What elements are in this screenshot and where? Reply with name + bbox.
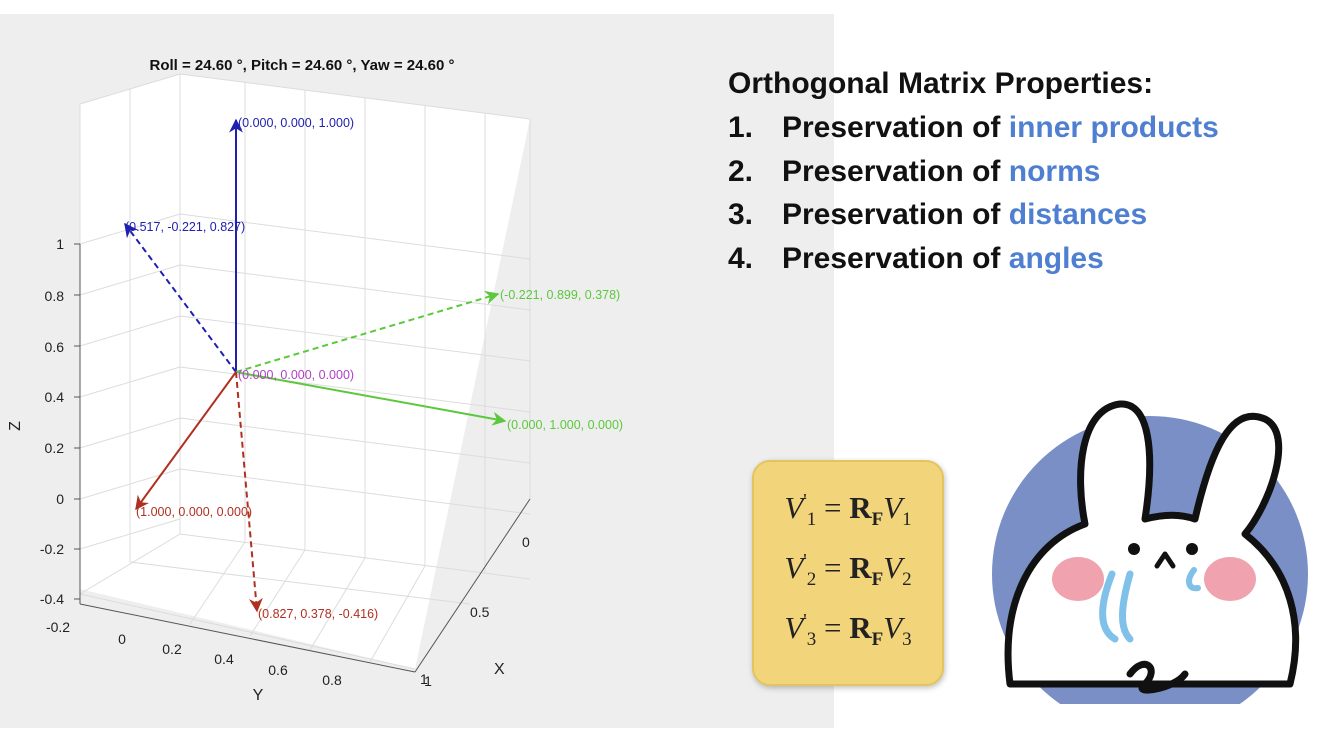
vector-label: (-0.221, 0.899, 0.378) xyxy=(500,288,620,302)
z-tick-label: 0.4 xyxy=(45,389,65,405)
z-tick-label: 0 xyxy=(56,491,64,507)
equation-row-1: V'1 = RFV1 xyxy=(784,490,912,531)
z-tick-label: 1 xyxy=(56,236,64,252)
x-tick-label: 0.5 xyxy=(470,604,490,620)
vector-label: (1.000, 0.000, 0.000) xyxy=(136,505,252,519)
z-tick-label: -0.4 xyxy=(40,591,64,607)
property-text: Preservation of xyxy=(782,198,1001,231)
vector-label: (0.000, 0.000, 1.000) xyxy=(238,116,354,130)
property-number: 1. xyxy=(728,111,754,144)
properties-list: Orthogonal Matrix Properties: 1. Preserva… xyxy=(728,62,1318,280)
y-tick-label: 0.4 xyxy=(214,651,234,667)
origin-label: (0.000, 0.000, 0.000) xyxy=(238,368,354,382)
x-tick-labels: 0 0.5 1 xyxy=(420,534,530,687)
property-number: 4. xyxy=(728,241,754,275)
y-axis-label: Y xyxy=(253,687,264,704)
property-text: Preservation of xyxy=(782,154,1001,188)
z-axis-label: Z xyxy=(7,421,24,431)
y-tick-label: 1 xyxy=(424,673,432,689)
crying-bunny-sticker xyxy=(992,400,1308,704)
property-item: 3. Preservation of distances xyxy=(728,193,1318,237)
property-number: 3. xyxy=(728,198,754,231)
property-highlight: inner products xyxy=(1008,111,1219,144)
vector-label: (0.827, 0.378, -0.416) xyxy=(258,607,378,621)
figure-panel: Roll = 24.60 °, Pitch = 24.60 °, Yaw = 2… xyxy=(0,14,834,728)
property-item: 1. Preservation of inner products xyxy=(728,106,1318,150)
y-tick-labels: -0.2 0 0.2 0.4 0.6 0.8 1 xyxy=(46,619,432,689)
plot-title: Roll = 24.60 °, Pitch = 24.60 °, Yaw = 2… xyxy=(150,57,455,74)
y-tick-label: 0.6 xyxy=(268,662,288,678)
vector-y-original xyxy=(235,371,507,426)
property-highlight: norms xyxy=(1008,154,1101,188)
z-tick-label: 0.2 xyxy=(45,440,65,456)
vector-label: (0.517, -0.221, 0.827) xyxy=(125,220,245,234)
x-tick-label: 1 xyxy=(420,671,428,687)
x-tick-label: 0 xyxy=(522,534,530,550)
vector-x-original xyxy=(135,371,237,511)
property-item: 4. Preservation of angles xyxy=(728,237,1318,281)
equation-card: V'1 = RFV1 V'2 = RFV2 V'3 = RFV3 xyxy=(752,460,944,686)
x-axis-label: X xyxy=(494,661,505,678)
property-item: 2. Preservation of norms xyxy=(728,150,1318,194)
vector-z-rotated xyxy=(124,222,237,373)
property-highlight: distances xyxy=(1008,198,1148,231)
vector-y-rotated xyxy=(235,290,500,373)
z-tick-labels: 1 0.8 0.6 0.4 0.2 0 -0.2 -0.4 xyxy=(40,236,64,607)
property-text: Preservation of xyxy=(782,241,1001,275)
property-highlight: angles xyxy=(1008,241,1104,275)
z-tick-label: 0.6 xyxy=(45,339,65,355)
y-tick-label: -0.2 xyxy=(46,619,70,635)
y-tick-label: 0.2 xyxy=(162,641,182,657)
equation-row-2: V'2 = RFV2 xyxy=(784,550,912,591)
properties-heading: Orthogonal Matrix Properties: xyxy=(728,67,1154,100)
plot-3d: Roll = 24.60 °, Pitch = 24.60 °, Yaw = 2… xyxy=(7,57,623,704)
y-tick-label: 0.8 xyxy=(322,672,342,688)
z-tick-label: 0.8 xyxy=(45,288,65,304)
y-tick-label: 0 xyxy=(118,631,126,647)
z-tick-label: -0.2 xyxy=(40,541,64,557)
property-text: Preservation of xyxy=(782,111,1001,144)
vectors xyxy=(124,118,507,613)
vector-labels: (0.000, 0.000, 1.000) (0.517, -0.221, 0.… xyxy=(125,116,623,621)
property-number: 2. xyxy=(728,154,754,188)
equation-row-3: V'3 = RFV3 xyxy=(784,610,912,651)
vector-label: (0.000, 1.000, 0.000) xyxy=(507,418,623,432)
